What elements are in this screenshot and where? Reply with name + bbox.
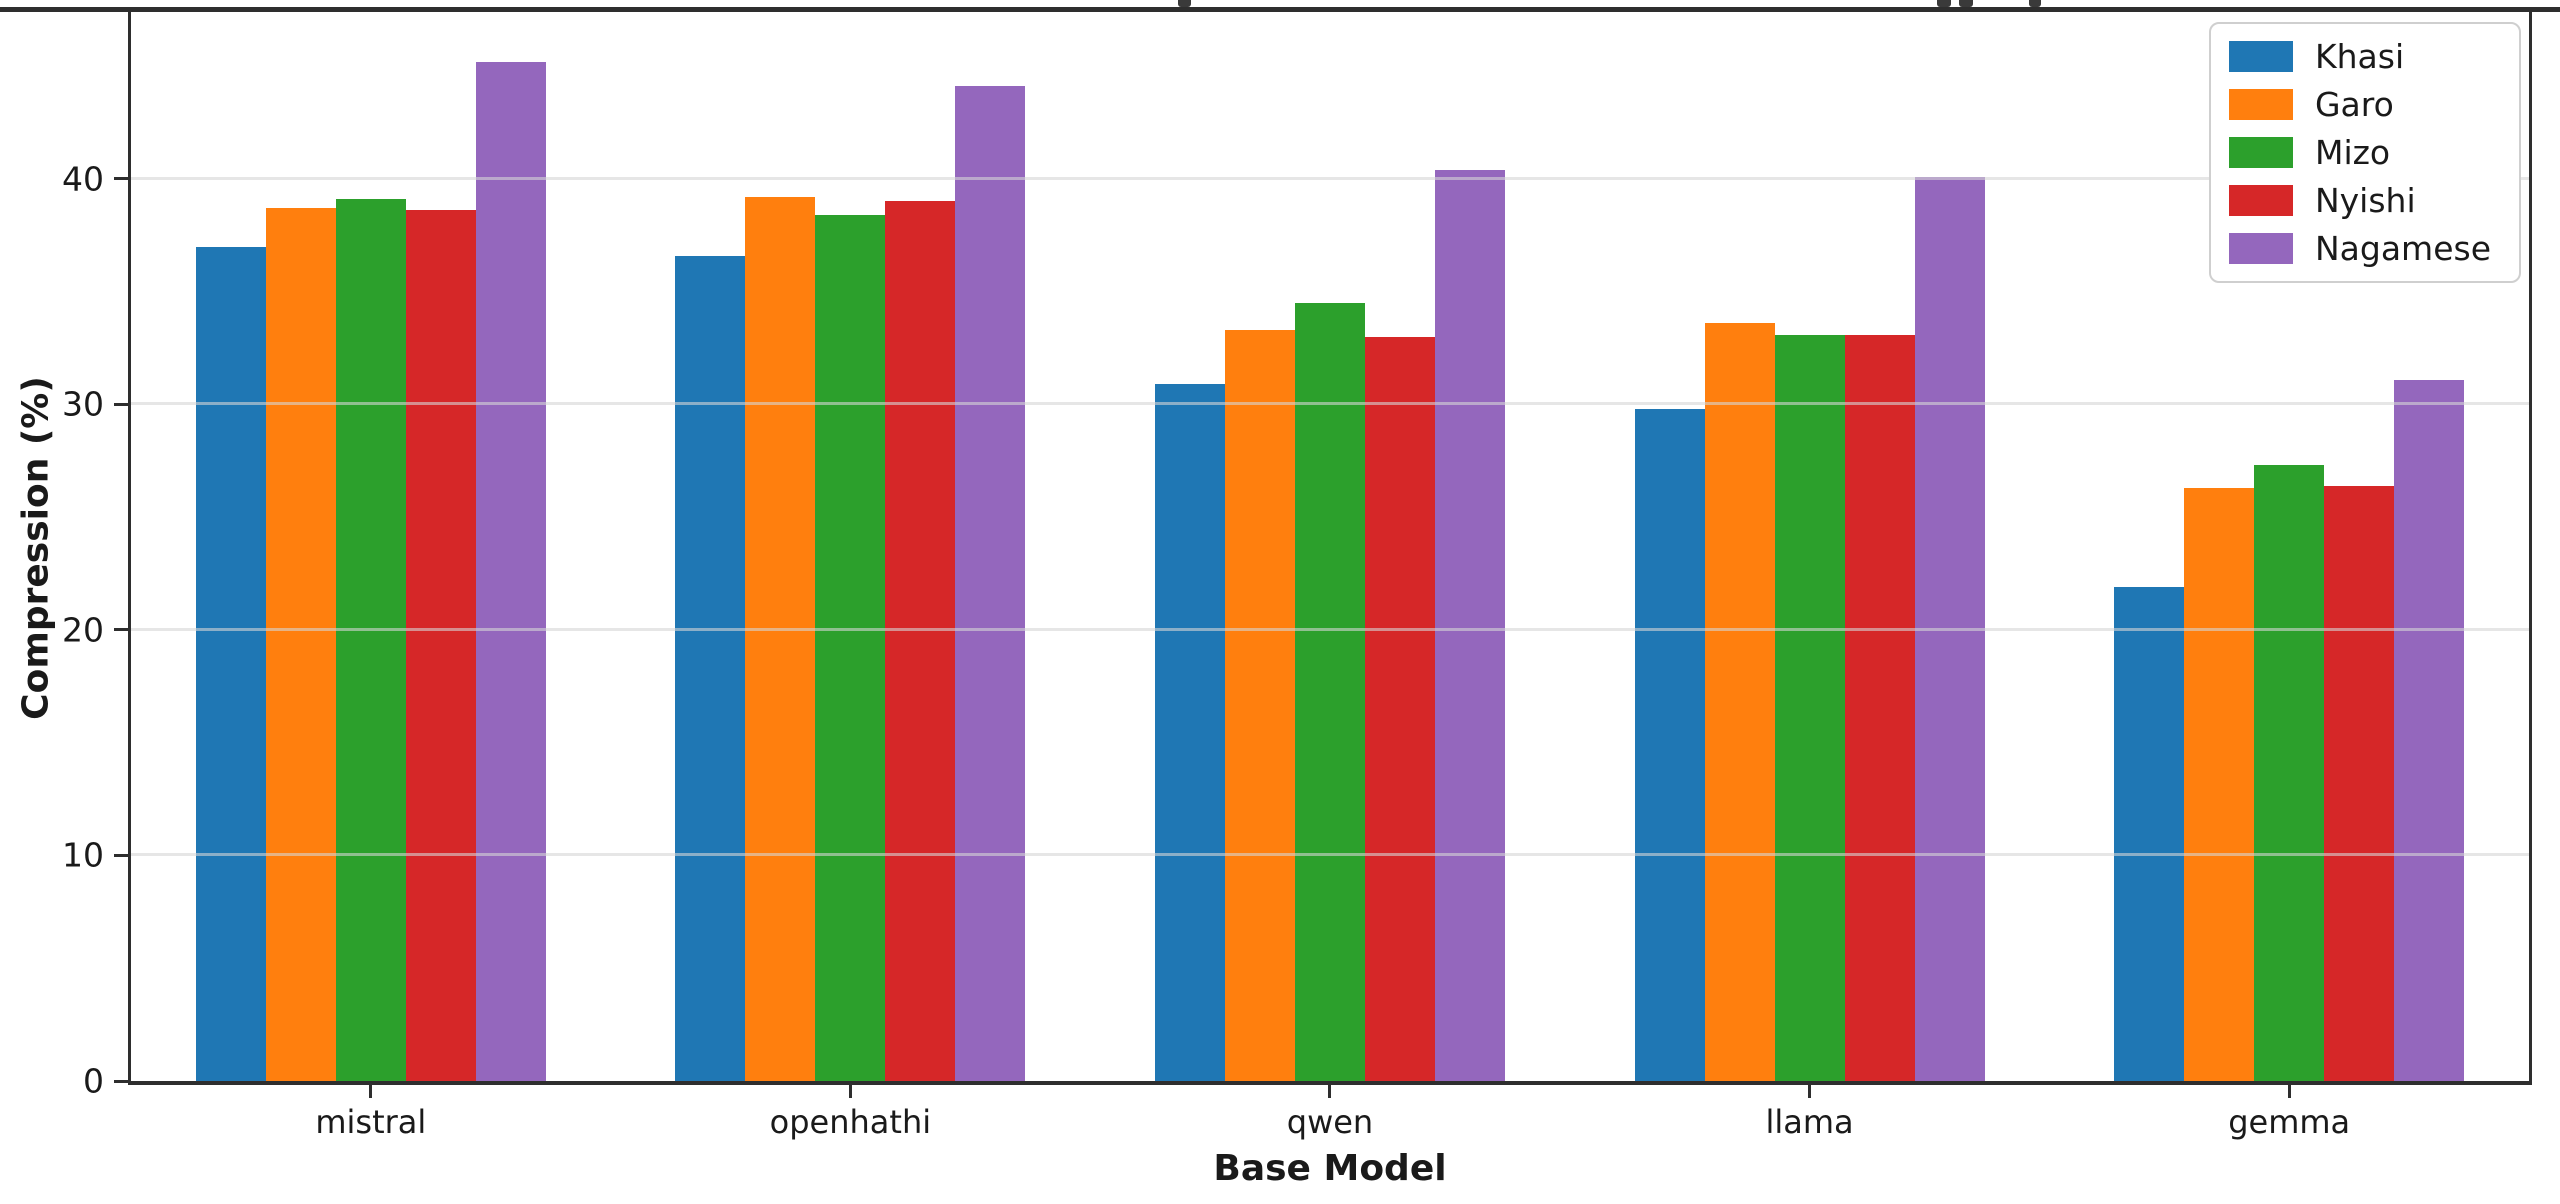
- legend-swatch-khasi: [2228, 41, 2293, 72]
- y-tick-mark-30: [114, 402, 128, 406]
- bar-mizo-openhathi: [815, 214, 886, 1081]
- legend-swatch-nyishi: [2228, 185, 2293, 216]
- bar-garo-gemma: [2184, 487, 2255, 1081]
- x-tick-label-openhathi: openhathi: [769, 1103, 932, 1141]
- bar-group-openhathi: [611, 12, 1091, 1081]
- legend: Khasi Garo Mizo Nyishi Nagamese: [2208, 22, 2521, 283]
- legend-items: Khasi Garo Mizo Nyishi Nagamese: [2228, 37, 2491, 268]
- bar-nagamese-gemma: [2394, 379, 2465, 1081]
- bar-group-qwen: [1090, 12, 1570, 1081]
- y-tick-label-30: 30: [62, 384, 104, 424]
- y-tick-label-0: 0: [83, 1061, 104, 1101]
- bar-khasi-mistral: [195, 246, 266, 1081]
- bar-mizo-llama: [1774, 334, 1845, 1081]
- bar-khasi-llama: [1634, 408, 1705, 1081]
- y-tick-label-10: 10: [62, 835, 104, 875]
- x-tick-openhathi: openhathi: [611, 1085, 1091, 1140]
- bar-nyishi-qwen: [1364, 336, 1435, 1081]
- plot-top-spine: [0, 7, 2560, 12]
- x-axis-title: Base Model: [1213, 1148, 1447, 1189]
- bar-mizo-mistral: [335, 199, 406, 1081]
- legend-swatch-garo: [2228, 89, 2293, 120]
- clipped-title-descender: [2029, 0, 2041, 7]
- bar-khasi-gemma: [2114, 587, 2185, 1081]
- y-axis-title: Compression (%): [15, 376, 57, 720]
- y-tick-mark-40: [114, 177, 128, 181]
- bar-group-mistral: [131, 12, 611, 1081]
- x-tick-mark-qwen: [1328, 1085, 1332, 1098]
- bar-nyishi-llama: [1844, 334, 1915, 1081]
- bar-nagamese-qwen: [1434, 169, 1505, 1081]
- bar-group-gemma: [2049, 12, 2529, 1081]
- x-tick-mark-llama: [1808, 1085, 1812, 1098]
- x-tick-llama: llama: [1570, 1085, 2050, 1140]
- x-tick-label-mistral: mistral: [315, 1103, 427, 1141]
- bar-nyishi-openhathi: [885, 201, 956, 1081]
- bar-nyishi-mistral: [405, 210, 476, 1081]
- x-tick-gemma: gemma: [2049, 1085, 2529, 1140]
- x-tick-qwen: qwen: [1090, 1085, 1570, 1140]
- bar-nagamese-mistral: [475, 61, 546, 1081]
- bar-garo-mistral: [265, 208, 336, 1081]
- legend-item-khasi: Khasi: [2228, 37, 2491, 76]
- x-tick-mistral: mistral: [131, 1085, 611, 1140]
- y-tick-mark-10: [114, 853, 128, 857]
- x-tick-label-llama: llama: [1765, 1103, 1854, 1141]
- x-axis-ticks: mistral openhathi qwen llama gemma: [131, 1085, 2529, 1140]
- bar-garo-qwen: [1224, 330, 1295, 1081]
- bar-garo-llama: [1704, 323, 1775, 1081]
- clipped-title-descender: [1937, 0, 1951, 7]
- x-tick-label-gemma: gemma: [2228, 1103, 2351, 1141]
- x-tick-label-qwen: qwen: [1286, 1103, 1374, 1141]
- legend-label-mizo: Mizo: [2314, 133, 2391, 172]
- bar-khasi-openhathi: [675, 255, 746, 1081]
- y-tick-label-20: 20: [62, 610, 104, 650]
- legend-label-nagamese: Nagamese: [2314, 229, 2491, 268]
- x-tick-mark-mistral: [369, 1085, 373, 1098]
- legend-item-garo: Garo: [2228, 85, 2491, 124]
- legend-swatch-mizo: [2228, 137, 2293, 168]
- plot-area: Khasi Garo Mizo Nyishi Nagamese: [128, 12, 2532, 1085]
- bar-garo-openhathi: [745, 196, 816, 1081]
- clipped-title-descender: [1959, 0, 1973, 7]
- x-tick-mark-openhathi: [848, 1085, 852, 1098]
- x-tick-mark-gemma: [2287, 1085, 2291, 1098]
- legend-label-nyishi: Nyishi: [2314, 181, 2416, 220]
- y-tick-mark-0: [114, 1079, 128, 1083]
- legend-item-mizo: Mizo: [2228, 133, 2491, 172]
- y-tick-mark-20: [114, 628, 128, 632]
- clipped-title-descender: [1178, 0, 1191, 7]
- bar-nagamese-openhathi: [955, 86, 1026, 1081]
- legend-item-nyishi: Nyishi: [2228, 181, 2491, 220]
- bar-group-llama: [1570, 12, 2050, 1081]
- bar-nagamese-llama: [1914, 176, 1985, 1081]
- legend-label-garo: Garo: [2314, 85, 2394, 124]
- legend-swatch-nagamese: [2228, 233, 2293, 264]
- bar-mizo-qwen: [1294, 302, 1365, 1081]
- legend-item-nagamese: Nagamese: [2228, 229, 2491, 268]
- legend-label-khasi: Khasi: [2314, 37, 2405, 76]
- bar-groups: [131, 12, 2529, 1081]
- y-tick-label-40: 40: [62, 159, 104, 199]
- bar-khasi-qwen: [1154, 384, 1225, 1081]
- bar-nyishi-gemma: [2324, 485, 2395, 1081]
- bar-mizo-gemma: [2254, 465, 2325, 1081]
